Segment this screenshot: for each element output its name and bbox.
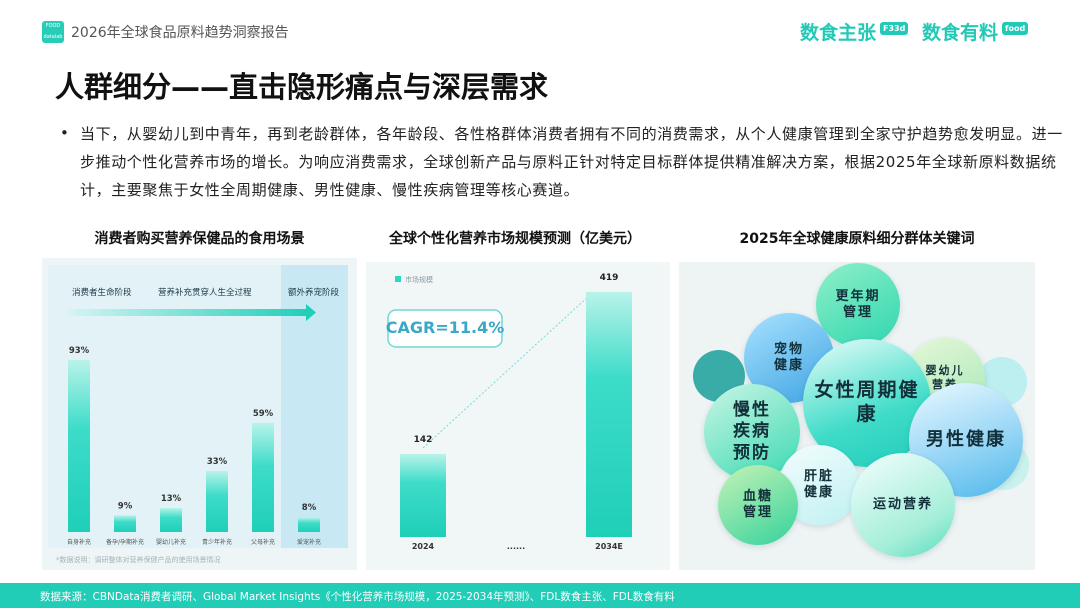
brand: 数食有料: [922, 22, 999, 44]
report-title: 2026年全球食品原料趋势洞察报告: [71, 25, 289, 41]
brand-badge: F33d: [880, 22, 909, 35]
x-tick-label: 备孕/孕期补充: [106, 538, 144, 546]
bar: [114, 515, 136, 532]
value-label: 8%: [302, 503, 317, 513]
x-tick-label: 自身补充: [67, 538, 91, 546]
arrow-head: [306, 304, 316, 321]
legend-label: 市场规模: [405, 275, 433, 284]
bar: [586, 291, 632, 537]
bar: [298, 517, 320, 532]
bar: [252, 422, 274, 532]
section-title: 2025年全球健康原料细分群体关键词: [739, 231, 975, 247]
keyword-label: 男性健康: [926, 428, 1006, 450]
cagr-box: [387, 309, 503, 348]
keyword-label: 女性周期健康: [814, 379, 920, 425]
x-tick-label: 青少年补充: [202, 538, 232, 546]
x-tick-label: 爱宠补充: [297, 538, 321, 546]
bar: [206, 470, 228, 532]
bar: [400, 453, 446, 537]
value-label: 59%: [253, 409, 274, 419]
keyword-bubble: 血糖管理: [718, 465, 798, 545]
logo: FOOD datalab: [42, 21, 64, 43]
value-label: 33%: [207, 457, 228, 467]
keyword-label: 血糖管理: [743, 488, 774, 520]
footnote: *数据说明：调研整体对营养保健产品的使用场景情况: [56, 555, 221, 564]
value-label: 142: [414, 435, 433, 445]
keyword-panel: 更年期管理 宠物健康 婴幼儿营养 女性周期健康 慢性疾病预防 男性健康 肝脏健康 血糖管理 运动…: [679, 262, 1035, 570]
value-label: 419: [600, 273, 619, 283]
stage-label: 额外养宠阶段: [288, 287, 340, 298]
keyword-bubble: 更年期管理: [816, 263, 900, 347]
bar: [160, 507, 182, 532]
bar: [68, 359, 90, 532]
arrow-shaft: [68, 309, 308, 316]
x-tick-label: 婴幼儿补充: [156, 538, 186, 546]
x-tick-label: 2024: [412, 542, 435, 551]
brand: 数食主张: [800, 22, 877, 44]
x-tick-label: 父母补充: [251, 538, 275, 546]
page-title: 人群细分——直击隐形痛点与深层需求: [55, 70, 549, 104]
brand-badge: food: [1002, 22, 1029, 35]
trend-line: [422, 295, 590, 449]
keyword-label: 宠物健康: [774, 341, 805, 373]
bullet-dot: •: [60, 124, 69, 142]
chart: 消费者生命阶段 营养补充贯穿人生全过程 额外养宠阶段 93% 自身补充 9% 备孕/孕期补充…: [42, 258, 357, 570]
value-label: 9%: [118, 501, 133, 511]
keyword-label: 运动营养: [872, 496, 933, 512]
stage-label: 营养补充贯穿人生全过程: [158, 287, 252, 298]
stage-label: 消费者生命阶段: [72, 287, 132, 298]
keyword-bubble: 运动营养: [851, 453, 955, 557]
footer-source: 数据来源：CBNData消费者调研、Global Market Insights…: [40, 591, 675, 603]
value-label: 13%: [161, 494, 182, 504]
keyword-label: 慢性疾病预防: [733, 400, 771, 463]
x-tick-label: 2034E: [595, 542, 623, 551]
cagr-label: CAGR=11.4%: [386, 318, 505, 337]
footer-bar: [0, 583, 1080, 608]
value-label: 93%: [69, 346, 90, 356]
bullet-text: 当下，从婴幼儿到中青年，再到老龄群体，各年龄段、各性格群体消费者拥有不同的消费需…: [80, 125, 1063, 199]
chart: CAGR=11.4% 市场规模 2024 142...... 2034E 419: [366, 262, 670, 570]
section-title: 消费者购买营养保健品的食用场景: [94, 231, 305, 247]
x-tick-label: ......: [507, 542, 525, 551]
legend-swatch: [395, 276, 401, 282]
section-title: 全球个性化营养市场规模预测（亿美元）: [389, 231, 641, 247]
keyword-label: 肝脏健康: [804, 468, 835, 500]
keyword-label: 更年期管理: [835, 288, 881, 320]
